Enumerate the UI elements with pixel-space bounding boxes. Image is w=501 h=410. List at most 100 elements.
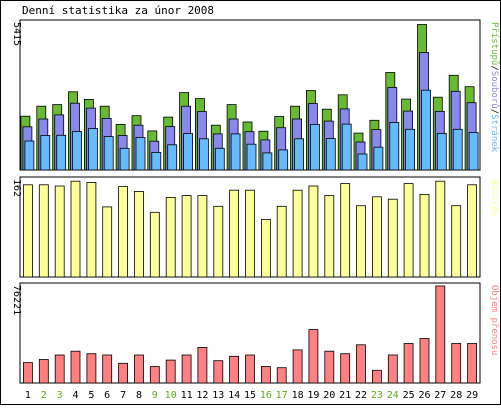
bar-objem-p-enosu-3 bbox=[54, 354, 65, 384]
bar-n-v-t-v-20 bbox=[324, 195, 335, 278]
x-tick-label-11: 11 bbox=[181, 390, 193, 401]
x-tick-label-9: 9 bbox=[152, 390, 158, 401]
bar-objem-p-enosu-1 bbox=[22, 362, 33, 384]
bar-objem-p-enosu-22 bbox=[356, 344, 366, 384]
bar-str-nek-28 bbox=[452, 128, 463, 171]
bar-str-nek-19 bbox=[309, 124, 320, 171]
x-axis-labels: 1 2 3 4 5 6 7 8 9 10 11 12 13 14 15 16 17 18 19 20 21 22 23 24 2… bbox=[25, 390, 478, 401]
bar-objem-p-enosu-27 bbox=[435, 285, 446, 384]
x-tick-label-23: 23 bbox=[371, 390, 383, 401]
legend-item-2: Souborů bbox=[489, 71, 500, 109]
bar-n-v-t-v-28 bbox=[451, 205, 462, 278]
bar-str-nek-6 bbox=[103, 136, 114, 171]
bar-str-nek-13 bbox=[214, 147, 225, 171]
chart-panels: 5415 Přístupů/Souborů/Stránek 162 Návštěv 76… bbox=[11, 19, 500, 384]
bar-str-nek-22 bbox=[357, 153, 368, 171]
x-tick-label-7: 7 bbox=[120, 390, 126, 401]
bar-objem-p-enosu-23 bbox=[371, 369, 382, 384]
y-max-label: 162 bbox=[11, 179, 22, 197]
bar-objem-p-enosu-10 bbox=[165, 359, 176, 384]
bar-n-v-t-v-15 bbox=[245, 189, 255, 278]
x-tick-label-2: 2 bbox=[41, 390, 47, 401]
x-tick-label-13: 13 bbox=[212, 390, 224, 401]
x-tick-label-27: 27 bbox=[434, 390, 446, 401]
bar-objem-p-enosu-20 bbox=[324, 350, 335, 384]
bar-n-v-t-v-29 bbox=[467, 184, 478, 278]
legend: Přístupů/Souborů/Stránek bbox=[489, 22, 500, 153]
x-tick-label-22: 22 bbox=[355, 390, 367, 401]
bar-n-v-t-v-10 bbox=[165, 196, 176, 278]
legend-separator: / bbox=[489, 109, 499, 114]
bar-objem-p-enosu-13 bbox=[213, 360, 224, 384]
bar-n-v-t-v-3 bbox=[54, 185, 65, 278]
bar-str-nek-23 bbox=[373, 146, 384, 171]
chart-panel-2: 162 Návštěv bbox=[11, 176, 500, 278]
bar-objem-p-enosu-28 bbox=[451, 343, 462, 384]
bar-str-nek-27 bbox=[436, 132, 447, 171]
bar-str-nek-14 bbox=[230, 133, 241, 171]
bar-objem-p-enosu-5 bbox=[86, 353, 97, 384]
x-tick-label-21: 21 bbox=[339, 390, 351, 401]
bar-n-v-t-v-16 bbox=[260, 219, 271, 278]
bar-objem-p-enosu-2 bbox=[38, 359, 49, 384]
bar-n-v-t-v-11 bbox=[181, 195, 192, 278]
bar-str-nek-26 bbox=[421, 89, 431, 171]
chart-panel-1: 5415 Přístupů/Souborů/Stránek bbox=[11, 19, 500, 171]
bar-str-nek-11 bbox=[183, 133, 194, 171]
bar-n-v-t-v-8 bbox=[134, 190, 144, 278]
bar-str-nek-29 bbox=[468, 132, 479, 171]
x-tick-label-5: 5 bbox=[88, 390, 94, 401]
bar-str-nek-20 bbox=[325, 138, 336, 171]
x-tick-label-10: 10 bbox=[165, 390, 177, 401]
bar-n-v-t-v-13 bbox=[213, 205, 224, 278]
legend-item-3: Stránek bbox=[489, 114, 499, 153]
bar-str-nek-24 bbox=[389, 122, 400, 171]
bar-objem-p-enosu-12 bbox=[197, 346, 208, 384]
bar-objem-p-enosu-9 bbox=[149, 366, 160, 384]
bar-n-v-t-v-19 bbox=[308, 185, 319, 278]
bar-objem-p-enosu-6 bbox=[102, 354, 113, 384]
bar-str-nek-1 bbox=[24, 140, 35, 171]
x-tick-label-12: 12 bbox=[196, 390, 208, 401]
bar-n-v-t-v-4 bbox=[70, 180, 81, 278]
x-tick-label-14: 14 bbox=[228, 390, 240, 401]
bar-str-nek-17 bbox=[278, 149, 289, 171]
bar-objem-p-enosu-29 bbox=[467, 343, 478, 384]
bar-n-v-t-v-7 bbox=[118, 186, 128, 278]
bar-n-v-t-v-5 bbox=[86, 181, 97, 278]
bar-objem-p-enosu-26 bbox=[419, 338, 430, 384]
chart-panel-3: 76221 Objem přenosu bbox=[11, 282, 499, 384]
x-tick-label-4: 4 bbox=[72, 390, 78, 401]
y-max-label: 5415 bbox=[11, 22, 22, 46]
x-tick-label-19: 19 bbox=[307, 390, 319, 401]
bar-str-nek-2 bbox=[40, 135, 51, 171]
bar-objem-p-enosu-7 bbox=[118, 362, 128, 384]
x-tick-label-17: 17 bbox=[276, 390, 288, 401]
bar-n-v-t-v-17 bbox=[276, 205, 287, 278]
x-tick-label-24: 24 bbox=[387, 390, 399, 401]
x-tick-label-26: 26 bbox=[418, 390, 430, 401]
bar-objem-p-enosu-4 bbox=[70, 350, 81, 384]
bar-str-nek-10 bbox=[167, 144, 178, 171]
legend: Objem přenosu bbox=[489, 285, 499, 355]
bar-objem-p-enosu-11 bbox=[181, 354, 192, 384]
bar-str-nek-9 bbox=[151, 151, 162, 171]
legend-item-1: Návštěv bbox=[489, 179, 500, 217]
x-tick-label-18: 18 bbox=[292, 390, 304, 401]
bar-n-v-t-v-9 bbox=[149, 211, 160, 278]
bar-n-v-t-v-6 bbox=[102, 206, 113, 278]
bar-str-nek-12 bbox=[198, 138, 209, 171]
x-tick-label-16: 16 bbox=[260, 390, 272, 401]
bar-objem-p-enosu-16 bbox=[260, 366, 271, 384]
legend-item-1: Objem přenosu bbox=[489, 285, 499, 355]
x-tick-label-20: 20 bbox=[323, 390, 335, 401]
legend: Návštěv bbox=[489, 179, 500, 217]
x-tick-label-28: 28 bbox=[450, 390, 462, 401]
bar-n-v-t-v-24 bbox=[387, 198, 398, 278]
bar-objem-p-enosu-14 bbox=[229, 355, 240, 384]
bar-n-v-t-v-18 bbox=[292, 189, 303, 278]
x-tick-label-6: 6 bbox=[104, 390, 110, 401]
bar-n-v-t-v-23 bbox=[371, 196, 382, 278]
bar-str-nek-25 bbox=[405, 128, 416, 171]
